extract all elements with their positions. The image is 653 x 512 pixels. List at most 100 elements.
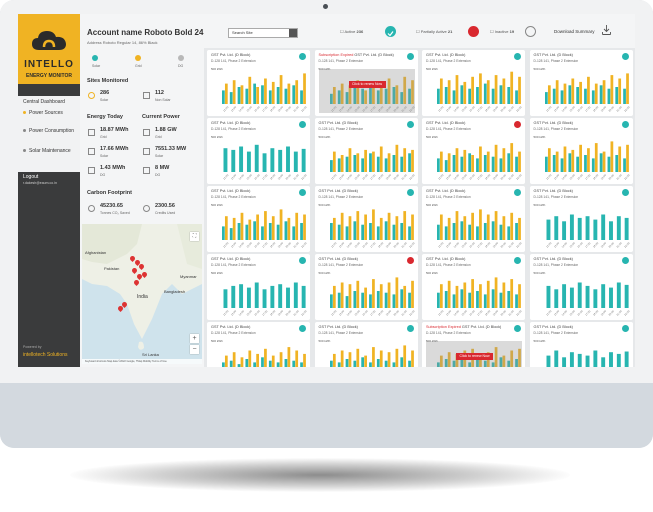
site-card[interactable]: GST Pvt. Ltd. (D Block) D-128 141, Phase … xyxy=(529,186,633,252)
fullscreen-icon[interactable]: ⛶ xyxy=(190,232,199,241)
x-axis-labels: 12:00 13:00 14:00 15:00 16:00 17:00 18:00 19:00… xyxy=(329,241,414,249)
site-card[interactable]: GST Pvt. Ltd. (D Block) D-128 141, Phase … xyxy=(422,254,525,320)
checkbox-icon[interactable]: ☐ xyxy=(490,29,495,34)
x-tick-label: 20:00 xyxy=(607,241,615,249)
plant-name: GST Pvt. Ltd. (D Block) xyxy=(533,53,573,57)
x-tick-label: 18:00 xyxy=(591,105,599,113)
grid-bar xyxy=(410,80,414,104)
nav-menu: Central Dashboard Power Sources Power Co… xyxy=(18,96,80,172)
site-card-title: GST Pvt. Ltd. (D Block) xyxy=(319,189,358,193)
menu-title[interactable]: Central Dashboard xyxy=(23,99,65,105)
solar-bar xyxy=(546,355,550,367)
site-card[interactable]: GST Pvt. Ltd. (D Block) D-128 141, Phase … xyxy=(529,50,633,116)
solar-bar xyxy=(491,362,495,367)
grid-bar xyxy=(570,78,574,104)
logout-link[interactable]: Logout xyxy=(23,174,39,180)
x-tick-label: 13:00 xyxy=(552,173,560,181)
grid-legend-label: Grid xyxy=(135,64,142,68)
grid-bar xyxy=(570,149,574,172)
monitor-bezel: INTELLO ENERGY MONITOR Central Dashboard… xyxy=(0,0,653,383)
download-summary-label[interactable]: Download Summary xyxy=(554,29,595,34)
site-card-title: GST Pvt. Ltd. (D Block) xyxy=(534,189,573,193)
solar-bar xyxy=(368,85,372,104)
site-card[interactable]: GST Pvt. Ltd. (D Block) D-128 141, Phase … xyxy=(207,254,310,320)
renew-now-button[interactable]: Click to renew Now xyxy=(348,81,386,88)
site-card-title: GST Pvt. Ltd. (D Block) xyxy=(534,53,573,57)
site-card[interactable]: GST Pvt. Ltd. (D Block) D-128 141, Phase … xyxy=(314,322,418,367)
site-card[interactable]: GST Pvt. Ltd. (D Block) D-128 141, Phase … xyxy=(422,186,525,252)
site-card[interactable]: GST Pvt. Ltd. (D Block) D-128 141, Phase … xyxy=(207,186,310,252)
site-card[interactable]: GST Pvt. Ltd. (D Block) D-128 141, Phase … xyxy=(207,50,310,116)
filter-inactive[interactable]: ☐ Inactive 19 xyxy=(490,29,515,34)
solar-bar xyxy=(476,359,479,367)
map-attribution: Keyboard shortcuts Map data ©2022 Google… xyxy=(82,359,202,364)
grid-bar xyxy=(340,282,344,308)
site-card[interactable]: Subscription Expired GST Pvt. Ltd. (D Bl… xyxy=(314,50,418,116)
building-icon xyxy=(143,92,150,99)
menu-item-solar-maintenance[interactable]: Solar Maintenance xyxy=(23,148,71,154)
solar-bar xyxy=(301,148,306,172)
site-card[interactable]: GST Pvt. Ltd. (D Block) D-128 141, Phase … xyxy=(314,254,418,320)
x-tick-label: 19:00 xyxy=(492,105,500,113)
solar-bar xyxy=(460,221,464,240)
solar-bar xyxy=(268,90,272,104)
solar-bar xyxy=(229,92,233,104)
download-icon[interactable] xyxy=(602,25,611,35)
site-card[interactable]: GST Pvt. Ltd. (D Block) D-128 141, Phase … xyxy=(314,118,418,184)
sun-icon xyxy=(88,92,95,99)
grid-bar xyxy=(355,280,359,308)
site-card[interactable]: GST Pvt. Ltd. (D Block) D-128 141, Phase … xyxy=(529,118,633,184)
site-card[interactable]: Subscription Expired GST Pvt. Ltd. (D Bl… xyxy=(422,322,525,367)
search-input[interactable]: Search Site xyxy=(228,28,298,38)
solar-bar xyxy=(560,90,563,104)
status-ok-icon xyxy=(621,189,629,196)
solar-bar xyxy=(276,87,280,104)
menu-item-power-sources[interactable]: Power Sources xyxy=(23,110,63,116)
zoom-in-button[interactable]: + xyxy=(190,334,199,343)
filter-partially-active[interactable]: ☐ Partially Active 21 xyxy=(416,29,453,34)
site-card[interactable]: GST Pvt. Ltd. (D Block) D-128 141, Phase … xyxy=(529,254,633,320)
solar-bar xyxy=(468,362,472,367)
grid-bar xyxy=(240,357,244,367)
solar-bar xyxy=(368,362,372,367)
site-card[interactable]: GST Pvt. Ltd. (D Block) D-128 141, Phase … xyxy=(314,186,418,252)
energy-bar-chart xyxy=(544,141,629,172)
filter-active[interactable]: ☐ Active 236 xyxy=(340,29,364,34)
status-alert-icon xyxy=(406,257,414,264)
site-card[interactable]: GST Pvt. Ltd. (D Block) D-128 141, Phase … xyxy=(422,118,525,184)
solar-bar xyxy=(592,219,597,240)
x-tick-label: 17:00 xyxy=(368,105,376,113)
x-tick-label: 17:00 xyxy=(476,105,484,113)
solar-bar xyxy=(599,85,602,104)
site-card[interactable]: GST Pvt. Ltd. (D Block) D-128 141, Phase … xyxy=(529,322,633,367)
grid-bar xyxy=(395,216,398,240)
solar-bar xyxy=(444,359,448,367)
sites-map[interactable]: Afghanistan Pakistan India Bangladesh Sr… xyxy=(82,224,202,364)
power-grid-value: 1.88 GW xyxy=(155,127,177,133)
map-label-afghanistan: Afghanistan xyxy=(85,250,107,255)
checkbox-icon[interactable]: ☐ xyxy=(416,29,421,34)
renew-now-button[interactable]: Click to renew Now xyxy=(456,353,493,360)
solar-bar xyxy=(399,92,403,104)
zoom-out-button[interactable]: − xyxy=(190,345,199,354)
dg-legend-dot xyxy=(178,55,184,61)
status-ok-icon xyxy=(406,121,414,128)
grid-bar xyxy=(363,355,367,367)
x-tick-label: 16:00 xyxy=(361,173,369,181)
site-card[interactable]: GST Pvt. Ltd. (D Block) D-128 141, Phase … xyxy=(207,118,310,184)
solar-bar xyxy=(622,158,626,172)
carbon-footprint-title: Carbon Footprint xyxy=(87,190,132,196)
site-card[interactable]: GST Pvt. Ltd. (D Block) D-128 141, Phase … xyxy=(422,50,525,116)
search-icon[interactable] xyxy=(289,29,297,37)
checkbox-icon[interactable]: ☐ xyxy=(340,29,345,34)
solar-bar xyxy=(585,216,589,240)
grid-bar xyxy=(578,81,582,104)
plant-name: GST Pvt. Ltd. (D Block) xyxy=(318,257,358,261)
grid-bar xyxy=(518,76,521,104)
solar-bar xyxy=(329,360,333,367)
site-card[interactable]: GST Pvt. Ltd. (D Block) D-128 141, Phase … xyxy=(207,322,310,367)
solar-bar xyxy=(384,158,387,172)
menu-item-power-consumption[interactable]: Power Consumption xyxy=(23,128,74,134)
solar-bar xyxy=(384,221,387,240)
x-tick-label: 19:00 xyxy=(492,241,500,249)
